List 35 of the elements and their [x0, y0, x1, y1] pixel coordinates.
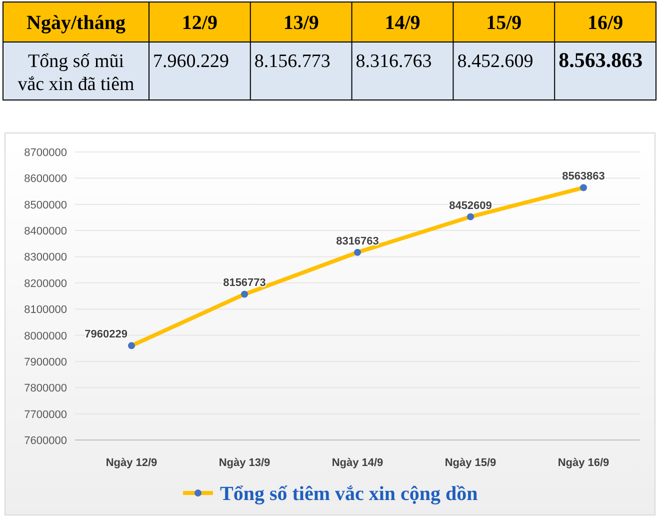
data-label: 7960229: [84, 328, 128, 341]
data-label: 8.156.773: [254, 51, 330, 72]
y-tick-label: 8700000: [24, 147, 67, 159]
y-tick-label: 7700000: [24, 408, 67, 421]
y-tick-label: 8500000: [24, 199, 67, 212]
data-label: 8316763: [336, 235, 379, 248]
y-tick-label: 7900000: [24, 356, 67, 368]
data-label: 8452609: [449, 200, 492, 212]
data-label: 7.960.229: [153, 51, 229, 72]
text: Ngày/tháng: [26, 12, 126, 34]
x-tick-label: Ngày 15/9: [444, 457, 496, 469]
category-label: 14/9: [384, 12, 420, 34]
data-label: 8156773: [223, 277, 266, 290]
y-tick-label: 8600000: [24, 173, 67, 186]
y-tick-label: 8200000: [24, 278, 67, 290]
x-tick-label: Ngày 13/9: [218, 457, 270, 469]
x-tick-label: Ngày 14/9: [332, 457, 384, 469]
y-tick-label: 8000000: [24, 330, 67, 342]
data-label: 8.563.863: [558, 48, 643, 72]
category-label: 12/9: [182, 12, 218, 34]
data-label: 8.452.609: [457, 51, 534, 72]
legend-label: Tổng số tiêm vắc xin cộng dồn: [220, 483, 478, 505]
data-label: 8563863: [562, 170, 605, 183]
category-label: 15/9: [486, 12, 522, 34]
category-label: 13/9: [283, 12, 319, 34]
data-label: 8.316.763: [356, 51, 432, 72]
y-tick-label: 7800000: [24, 382, 67, 395]
y-tick-label: 7600000: [24, 435, 67, 447]
y-tick-label: 8100000: [24, 304, 67, 316]
x-tick-label: Ngày 12/9: [106, 457, 158, 469]
x-tick-label: Ngày 16/9: [558, 457, 610, 469]
text: Tổng số mũi vắc xin đã tiêm: [18, 51, 135, 95]
y-tick-label: 8400000: [24, 226, 67, 238]
y-tick-label: 8300000: [24, 252, 67, 264]
category-label: 16/9: [588, 12, 624, 34]
